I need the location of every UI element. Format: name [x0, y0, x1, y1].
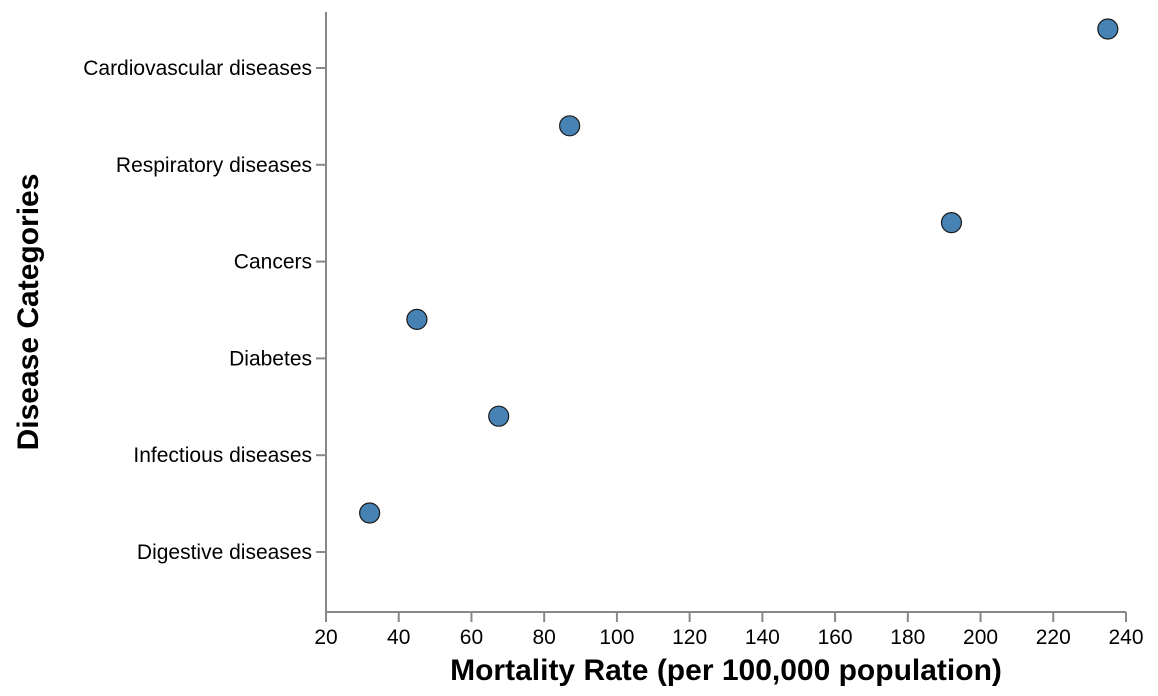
data-point — [406, 308, 428, 330]
y-axis-title: Disease Categories — [12, 174, 45, 451]
data-point — [940, 212, 963, 234]
y-tick-label: Cancers — [234, 251, 312, 274]
y-tick-label: Digestive diseases — [137, 541, 312, 564]
data-point — [359, 502, 381, 524]
x-tick-label: 240 — [1108, 626, 1143, 649]
y-tick-label: Cardiovascular diseases — [83, 57, 312, 80]
y-tick-label: Diabetes — [229, 347, 312, 370]
x-tick-label: 40 — [387, 626, 410, 649]
data-point — [488, 405, 510, 427]
x-tick-label: 100 — [599, 626, 634, 649]
x-tick-label: 180 — [890, 626, 925, 649]
x-tick-label: 20 — [314, 626, 337, 649]
x-tick-label: 220 — [1036, 626, 1071, 649]
x-tick-label: 120 — [672, 626, 707, 649]
x-axis: 20 40 60 80 100 120 140 160 180 200 220 240 — [314, 611, 1144, 649]
x-tick-label: 60 — [460, 626, 483, 649]
data-point — [559, 115, 581, 137]
data-point — [1097, 18, 1119, 40]
x-tick-label: 160 — [818, 626, 853, 649]
data-points — [359, 18, 1119, 524]
x-tick-label: 80 — [533, 626, 556, 649]
y-tick-label: Respiratory diseases — [116, 154, 312, 177]
x-axis-title: Mortality Rate (per 100,000 population) — [450, 654, 1002, 687]
y-tick-label: Infectious diseases — [133, 444, 312, 467]
x-tick-label: 140 — [745, 626, 780, 649]
y-axis: Cardiovascular diseases Respiratory disea… — [83, 12, 327, 612]
x-tick-label: 200 — [963, 626, 998, 649]
